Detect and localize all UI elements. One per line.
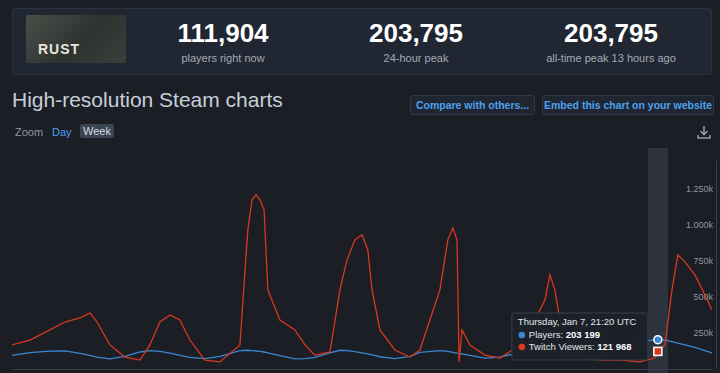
tooltip-bullet <box>519 332 526 339</box>
y-tick: 750k <box>693 256 716 266</box>
game-logo: RUST <box>26 15 126 63</box>
tooltip: Thursday, Jan 7, 21:20 UTC Players: 203 1… <box>512 313 648 360</box>
y-tick-label: 1.250k <box>686 184 714 194</box>
hover-marker <box>654 347 662 355</box>
tooltip-line: Players: 203 199 <box>529 329 600 340</box>
tooltip-series-name: Players <box>529 329 561 340</box>
tooltip-value: 121 968 <box>597 341 631 352</box>
hover-marker <box>654 336 662 344</box>
button[interactable]: Embed this chart on your website <box>542 95 714 115</box>
tooltip-title: Thursday, Jan 7, 21:20 UTC <box>518 316 637 327</box>
tooltip-line: Twitch Viewers: 121 968 <box>529 341 632 352</box>
zoom-option[interactable]: Day <box>52 125 72 139</box>
y-axis: 250k 500k 750k 1.000k 1.250k <box>686 161 717 370</box>
download-icon[interactable] <box>698 126 710 138</box>
hover-band <box>648 148 668 373</box>
stat-value: 203,795 <box>516 18 706 48</box>
y-tick-label: 500k <box>693 292 713 302</box>
stat: 111,904 players right now <box>128 18 318 65</box>
page-title: High-resolution Steam charts <box>12 88 283 112</box>
stat-value: 203,795 <box>321 18 511 48</box>
y-axis-line <box>716 161 717 370</box>
y-tick: 1.000k <box>686 220 716 230</box>
stat-caption: players right now <box>128 51 318 65</box>
y-tick: 250k <box>693 328 716 338</box>
y-tick-label: 750k <box>693 256 713 266</box>
tooltip-box <box>512 313 648 360</box>
y-tick-label: 1.000k <box>686 220 714 230</box>
tooltip-series-name: Twitch Viewers <box>529 341 592 352</box>
x-axis-line <box>13 369 713 370</box>
zoom-option[interactable]: Week <box>80 124 114 138</box>
x-axis <box>13 369 713 370</box>
button[interactable]: Compare with others... <box>410 95 535 115</box>
y-tick: 1.250k <box>686 184 716 194</box>
tooltip-value: 203 199 <box>566 329 600 340</box>
download-glyph[interactable] <box>698 126 710 138</box>
series-line <box>12 195 712 362</box>
logo-text: RUST <box>38 41 80 57</box>
chart: 250k 500k 750k 1.000k 1.250k Thursday, Jan 7,… <box>0 0 720 373</box>
header-bar: RUST111,904players right now203,79524-ho… <box>12 8 712 75</box>
hover-markers <box>654 336 662 356</box>
stat-value: 111,904 <box>128 18 318 48</box>
tooltip-bullet <box>519 344 526 351</box>
plot-area <box>12 195 712 362</box>
stat-caption: 24-hour peak <box>321 51 511 65</box>
stat: 203,795 24-hour peak <box>321 18 511 65</box>
stat: 203,795 all-time peak 13 hours ago <box>516 18 706 65</box>
y-tick-label: 250k <box>693 328 713 338</box>
stat-caption: all-time peak 13 hours ago <box>516 51 706 65</box>
zoom-label: Zoom <box>15 125 43 139</box>
